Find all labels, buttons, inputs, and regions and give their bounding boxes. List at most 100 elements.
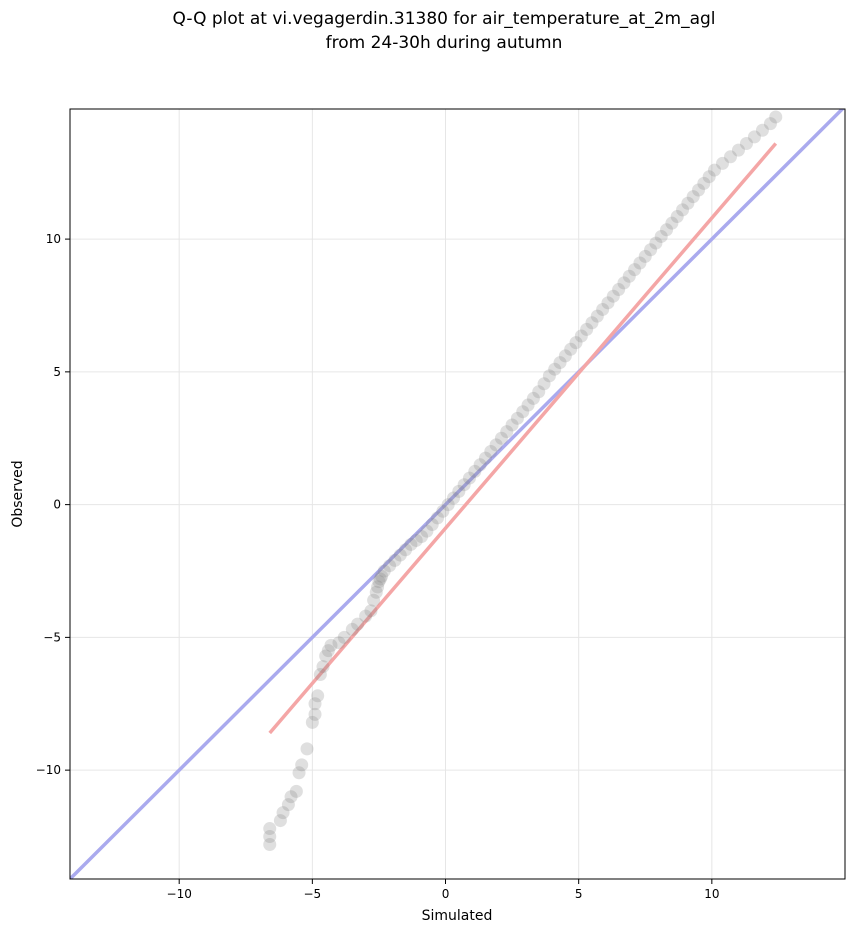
x-tick-label: 5 bbox=[575, 887, 583, 901]
data-point bbox=[649, 236, 663, 250]
fit-line bbox=[268, 142, 778, 735]
data-point bbox=[373, 572, 387, 586]
data-point bbox=[665, 216, 679, 230]
data-point bbox=[569, 336, 583, 350]
data-point bbox=[739, 137, 753, 151]
data-point bbox=[548, 362, 562, 376]
data-point bbox=[351, 617, 365, 631]
x-axis-ticks: −10 −5 0 5 10 bbox=[167, 879, 719, 901]
y-tick-label: 10 bbox=[46, 232, 61, 246]
data-point bbox=[686, 190, 700, 204]
x-tick-label: 10 bbox=[704, 887, 719, 901]
x-tick-label: −5 bbox=[304, 887, 322, 901]
data-point bbox=[473, 458, 487, 472]
reference-lines bbox=[70, 109, 845, 879]
data-point bbox=[606, 289, 620, 303]
data-point bbox=[521, 398, 535, 412]
data-point bbox=[628, 263, 642, 277]
data-point bbox=[457, 478, 471, 492]
data-point bbox=[308, 707, 322, 721]
y-tick-label: 0 bbox=[53, 498, 61, 512]
data-point bbox=[638, 249, 652, 263]
data-point bbox=[447, 491, 461, 505]
data-point bbox=[654, 229, 668, 243]
data-point bbox=[436, 504, 450, 518]
data-point bbox=[311, 689, 325, 703]
data-point bbox=[431, 511, 445, 525]
data-point bbox=[505, 418, 519, 432]
data-point bbox=[478, 451, 492, 465]
data-point bbox=[367, 593, 381, 607]
chart-title-line-2: from 24-30h during autumn bbox=[326, 33, 563, 53]
data-point bbox=[337, 630, 351, 644]
data-point bbox=[558, 349, 572, 363]
data-point bbox=[273, 814, 287, 828]
data-point bbox=[763, 117, 777, 131]
data-point bbox=[308, 697, 322, 711]
data-point bbox=[300, 742, 314, 756]
data-point bbox=[316, 660, 330, 674]
y-tick-label: −10 bbox=[36, 763, 61, 777]
data-point bbox=[276, 806, 290, 820]
data-point bbox=[371, 580, 385, 594]
data-point bbox=[564, 342, 578, 356]
data-point bbox=[494, 431, 508, 445]
y-axis-ticks: −10 −5 0 5 10 bbox=[36, 232, 70, 777]
y-axis-label: Observed bbox=[10, 460, 26, 527]
data-point bbox=[542, 369, 556, 383]
data-point bbox=[596, 302, 610, 316]
x-axis-label: Simulated bbox=[422, 908, 493, 924]
data-point bbox=[769, 110, 783, 124]
data-point bbox=[747, 130, 761, 144]
data-point bbox=[601, 296, 615, 310]
data-point bbox=[462, 471, 476, 485]
data-point bbox=[263, 822, 277, 836]
data-point bbox=[289, 784, 303, 798]
data-point bbox=[332, 636, 346, 650]
y-tick-label: 5 bbox=[53, 365, 61, 379]
data-point bbox=[532, 385, 546, 399]
data-point bbox=[305, 715, 319, 729]
chart-title: Q-Q plot at vi.vegagerdin.31380 for air_… bbox=[172, 9, 715, 53]
data-point bbox=[281, 798, 295, 812]
data-point bbox=[263, 830, 277, 844]
data-points bbox=[263, 110, 783, 851]
data-point bbox=[670, 210, 684, 224]
data-point bbox=[590, 309, 604, 323]
data-point bbox=[692, 183, 706, 197]
data-point bbox=[295, 758, 309, 772]
data-point bbox=[345, 622, 359, 636]
data-point bbox=[526, 391, 540, 405]
data-point bbox=[633, 256, 647, 270]
data-point bbox=[415, 529, 429, 543]
data-point bbox=[364, 604, 378, 618]
data-point bbox=[292, 766, 306, 780]
data-point bbox=[580, 322, 594, 336]
data-point bbox=[425, 518, 439, 532]
data-point bbox=[537, 377, 551, 391]
data-point bbox=[452, 484, 466, 498]
data-point bbox=[319, 649, 333, 663]
data-point bbox=[383, 559, 397, 573]
data-point bbox=[676, 203, 690, 217]
data-point bbox=[369, 585, 383, 599]
data-point bbox=[321, 644, 335, 658]
data-point bbox=[375, 569, 389, 583]
data-point bbox=[500, 425, 514, 439]
data-point bbox=[553, 356, 567, 370]
data-point bbox=[441, 498, 455, 512]
data-point bbox=[617, 276, 631, 290]
data-point bbox=[393, 548, 407, 562]
data-point bbox=[489, 438, 503, 452]
plot-frame bbox=[69, 108, 846, 880]
data-point bbox=[755, 123, 769, 137]
data-point bbox=[723, 150, 737, 164]
data-point bbox=[574, 329, 588, 343]
y-tick-label: −5 bbox=[43, 630, 61, 644]
data-point bbox=[263, 837, 277, 851]
data-point bbox=[702, 170, 716, 184]
data-point bbox=[510, 411, 524, 425]
grid bbox=[70, 109, 845, 879]
data-point bbox=[420, 524, 434, 538]
